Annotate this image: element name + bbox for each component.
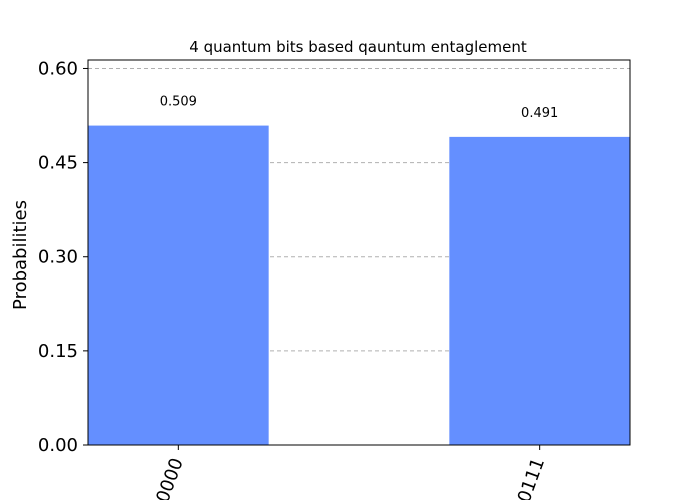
y-axis-label: Probabilities	[10, 200, 31, 310]
chart-title: 4 quantum bits based qauntum entaglement	[189, 38, 527, 56]
y-tick-label: 0.00	[38, 435, 78, 456]
y-tick-label: 0.45	[38, 153, 78, 174]
data-labels: 0.509 0.491	[160, 95, 559, 121]
y-axis-ticks: 0.00 0.15 0.30 0.45 0.60	[38, 58, 88, 456]
x-tick-label: 0000	[152, 455, 187, 500]
x-axis-ticks: 0000 0111	[152, 445, 549, 500]
bar-0111	[449, 136, 630, 445]
x-tick-label: 0111	[514, 455, 549, 500]
plot-frame	[87, 59, 631, 446]
data-label: 0.491	[521, 106, 558, 121]
y-tick-label: 0.60	[38, 58, 78, 79]
bars	[88, 125, 630, 445]
y-tick-label: 0.15	[38, 341, 78, 362]
bar-0000	[88, 125, 269, 445]
data-label: 0.509	[160, 95, 197, 110]
y-tick-label: 0.30	[38, 247, 78, 268]
